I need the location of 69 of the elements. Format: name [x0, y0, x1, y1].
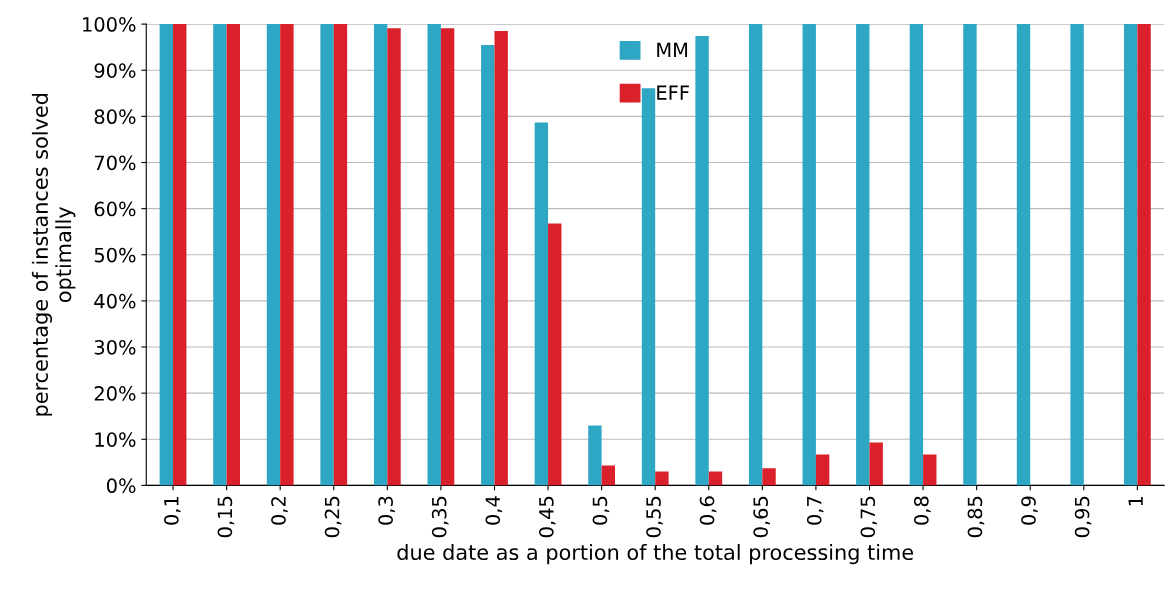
bar	[588, 425, 602, 486]
bar	[762, 468, 776, 486]
bar	[601, 465, 616, 486]
y-tick-label: 90%	[94, 63, 136, 78]
y-tick-label: 10%	[95, 432, 136, 447]
bar	[494, 31, 508, 486]
bar	[1137, 24, 1151, 486]
x-tick-label: 0,85	[967, 496, 985, 538]
bar	[856, 24, 870, 486]
x-tick-label: 0,3	[378, 496, 395, 525]
y-tick-label: 30%	[94, 339, 136, 355]
bar	[159, 24, 174, 486]
x-tick-label: 0,4	[485, 496, 503, 525]
bar	[213, 24, 227, 486]
bar	[802, 24, 816, 486]
bar	[320, 24, 334, 486]
y-tick-label: 20%	[94, 386, 136, 401]
y-tick-label: 100%	[83, 17, 136, 32]
x-tick-label: 0,2	[271, 497, 288, 525]
bar	[1016, 24, 1031, 486]
y-tick-label: 80%	[94, 109, 136, 125]
x-tick-label: 0,5	[592, 496, 610, 525]
x-tick-label: 0,95	[1074, 496, 1092, 538]
y-axis-title: percentage of instances solved optimally	[31, 93, 76, 416]
legend-label: MM	[657, 42, 688, 57]
bar	[534, 122, 549, 486]
bar	[266, 24, 281, 486]
bar	[655, 471, 669, 486]
x-tick-label: 0,25	[324, 496, 342, 538]
bar	[173, 24, 187, 486]
bar	[440, 28, 455, 486]
x-tick-label: 0,8	[914, 496, 931, 525]
bar	[869, 442, 883, 486]
y-tick-label: 60%	[94, 201, 136, 217]
legend-label: EFF	[657, 85, 689, 100]
bar	[333, 24, 348, 486]
bar	[387, 28, 401, 486]
y-tick-label: 50%	[94, 247, 136, 263]
bar	[708, 471, 723, 486]
bar	[481, 44, 495, 486]
bar	[909, 24, 924, 486]
y-tick-label: 40%	[94, 293, 136, 309]
bar	[923, 454, 937, 486]
bar	[641, 88, 656, 486]
x-tick-label: 0,35	[431, 496, 449, 538]
x-tick-label: 0,6	[699, 496, 717, 525]
bar	[1123, 24, 1138, 486]
bar	[748, 24, 763, 486]
bar	[373, 24, 388, 486]
x-tick-label: 0,65	[753, 496, 770, 538]
x-axis-title: due date as a portion of the total processing time	[397, 543, 914, 565]
x-tick-label: 1	[1128, 496, 1143, 506]
x-tick-label: 0,45	[538, 496, 556, 538]
x-tick-label: 0,9	[1021, 496, 1038, 525]
y-tick-label: 0%	[106, 478, 136, 494]
x-tick-label: 0,15	[217, 496, 235, 538]
bar	[815, 454, 830, 486]
x-tick-label: 0,55	[646, 496, 663, 538]
bar	[1070, 24, 1084, 486]
x-tick-label: 0,75	[860, 496, 878, 538]
bar	[963, 24, 977, 486]
bar	[427, 24, 441, 486]
x-tick-label: 0,1	[163, 496, 181, 525]
bar	[280, 24, 294, 486]
bar	[548, 223, 562, 486]
x-tick-label: 0,7	[806, 496, 824, 525]
bar	[695, 36, 709, 486]
y-tick-label: 70%	[94, 155, 136, 171]
bar	[226, 24, 240, 486]
